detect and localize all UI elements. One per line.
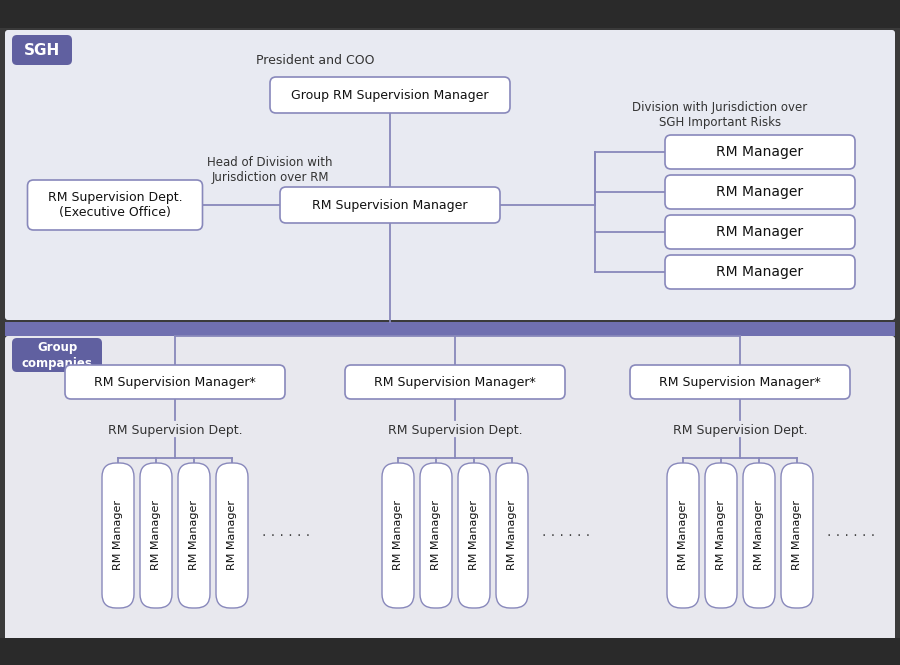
- Text: RM Manager: RM Manager: [189, 501, 199, 571]
- Text: President and COO: President and COO: [256, 53, 374, 66]
- Text: RM Manager: RM Manager: [716, 225, 804, 239]
- FancyBboxPatch shape: [5, 30, 895, 320]
- FancyBboxPatch shape: [12, 35, 72, 65]
- Text: RM Manager: RM Manager: [431, 501, 441, 571]
- Text: SGH: SGH: [24, 43, 60, 57]
- FancyBboxPatch shape: [280, 187, 500, 223]
- FancyBboxPatch shape: [65, 365, 285, 399]
- FancyBboxPatch shape: [496, 463, 528, 608]
- FancyBboxPatch shape: [5, 336, 895, 656]
- FancyBboxPatch shape: [665, 135, 855, 169]
- Text: RM Manager: RM Manager: [716, 265, 804, 279]
- FancyBboxPatch shape: [781, 463, 813, 608]
- Text: Group RM Supervision Manager: Group RM Supervision Manager: [292, 88, 489, 102]
- Text: Head of Division with
Jurisdiction over RM: Head of Division with Jurisdiction over …: [207, 156, 333, 184]
- Text: RM Manager: RM Manager: [678, 501, 688, 571]
- Text: RM Manager: RM Manager: [227, 501, 237, 571]
- Text: · · · · · ·: · · · · · ·: [543, 529, 590, 543]
- FancyBboxPatch shape: [0, 638, 900, 665]
- Text: RM Supervision Manager*: RM Supervision Manager*: [374, 376, 536, 388]
- Text: RM Manager: RM Manager: [716, 185, 804, 199]
- FancyBboxPatch shape: [12, 338, 102, 372]
- Text: RM Supervision Dept.: RM Supervision Dept.: [388, 424, 522, 436]
- FancyBboxPatch shape: [102, 463, 134, 608]
- FancyBboxPatch shape: [5, 322, 895, 336]
- Text: · · · · · ·: · · · · · ·: [827, 529, 876, 543]
- Text: RM Supervision Manager*: RM Supervision Manager*: [94, 376, 256, 388]
- Text: RM Supervision Dept.: RM Supervision Dept.: [108, 424, 242, 436]
- FancyBboxPatch shape: [665, 215, 855, 249]
- Text: RM Supervision Dept.: RM Supervision Dept.: [672, 424, 807, 436]
- FancyBboxPatch shape: [216, 463, 248, 608]
- Text: RM Manager: RM Manager: [792, 501, 802, 571]
- FancyBboxPatch shape: [345, 365, 565, 399]
- FancyBboxPatch shape: [665, 255, 855, 289]
- Text: RM Supervision Dept.
(Executive Office): RM Supervision Dept. (Executive Office): [48, 191, 183, 219]
- Text: RM Manager: RM Manager: [754, 501, 764, 571]
- FancyBboxPatch shape: [382, 463, 414, 608]
- Text: RM Supervision Manager*: RM Supervision Manager*: [659, 376, 821, 388]
- Text: RM Manager: RM Manager: [469, 501, 479, 571]
- Text: RM Supervision Manager: RM Supervision Manager: [312, 198, 468, 211]
- Text: Division with Jurisdiction over
SGH Important Risks: Division with Jurisdiction over SGH Impo…: [633, 101, 807, 129]
- Text: RM Manager: RM Manager: [393, 501, 403, 571]
- Text: RM Manager: RM Manager: [716, 501, 726, 571]
- Text: RM Manager: RM Manager: [507, 501, 517, 571]
- FancyBboxPatch shape: [0, 0, 900, 28]
- Text: Group
companies: Group companies: [22, 340, 93, 370]
- FancyBboxPatch shape: [667, 463, 699, 608]
- Text: RM Manager: RM Manager: [113, 501, 123, 571]
- FancyBboxPatch shape: [270, 77, 510, 113]
- FancyBboxPatch shape: [178, 463, 210, 608]
- FancyBboxPatch shape: [665, 175, 855, 209]
- FancyBboxPatch shape: [28, 180, 202, 230]
- Text: RM Manager: RM Manager: [716, 145, 804, 159]
- FancyBboxPatch shape: [705, 463, 737, 608]
- FancyBboxPatch shape: [140, 463, 172, 608]
- FancyBboxPatch shape: [458, 463, 490, 608]
- FancyBboxPatch shape: [420, 463, 452, 608]
- Text: RM Manager: RM Manager: [151, 501, 161, 571]
- FancyBboxPatch shape: [743, 463, 775, 608]
- FancyBboxPatch shape: [630, 365, 850, 399]
- Text: · · · · · ·: · · · · · ·: [263, 529, 310, 543]
